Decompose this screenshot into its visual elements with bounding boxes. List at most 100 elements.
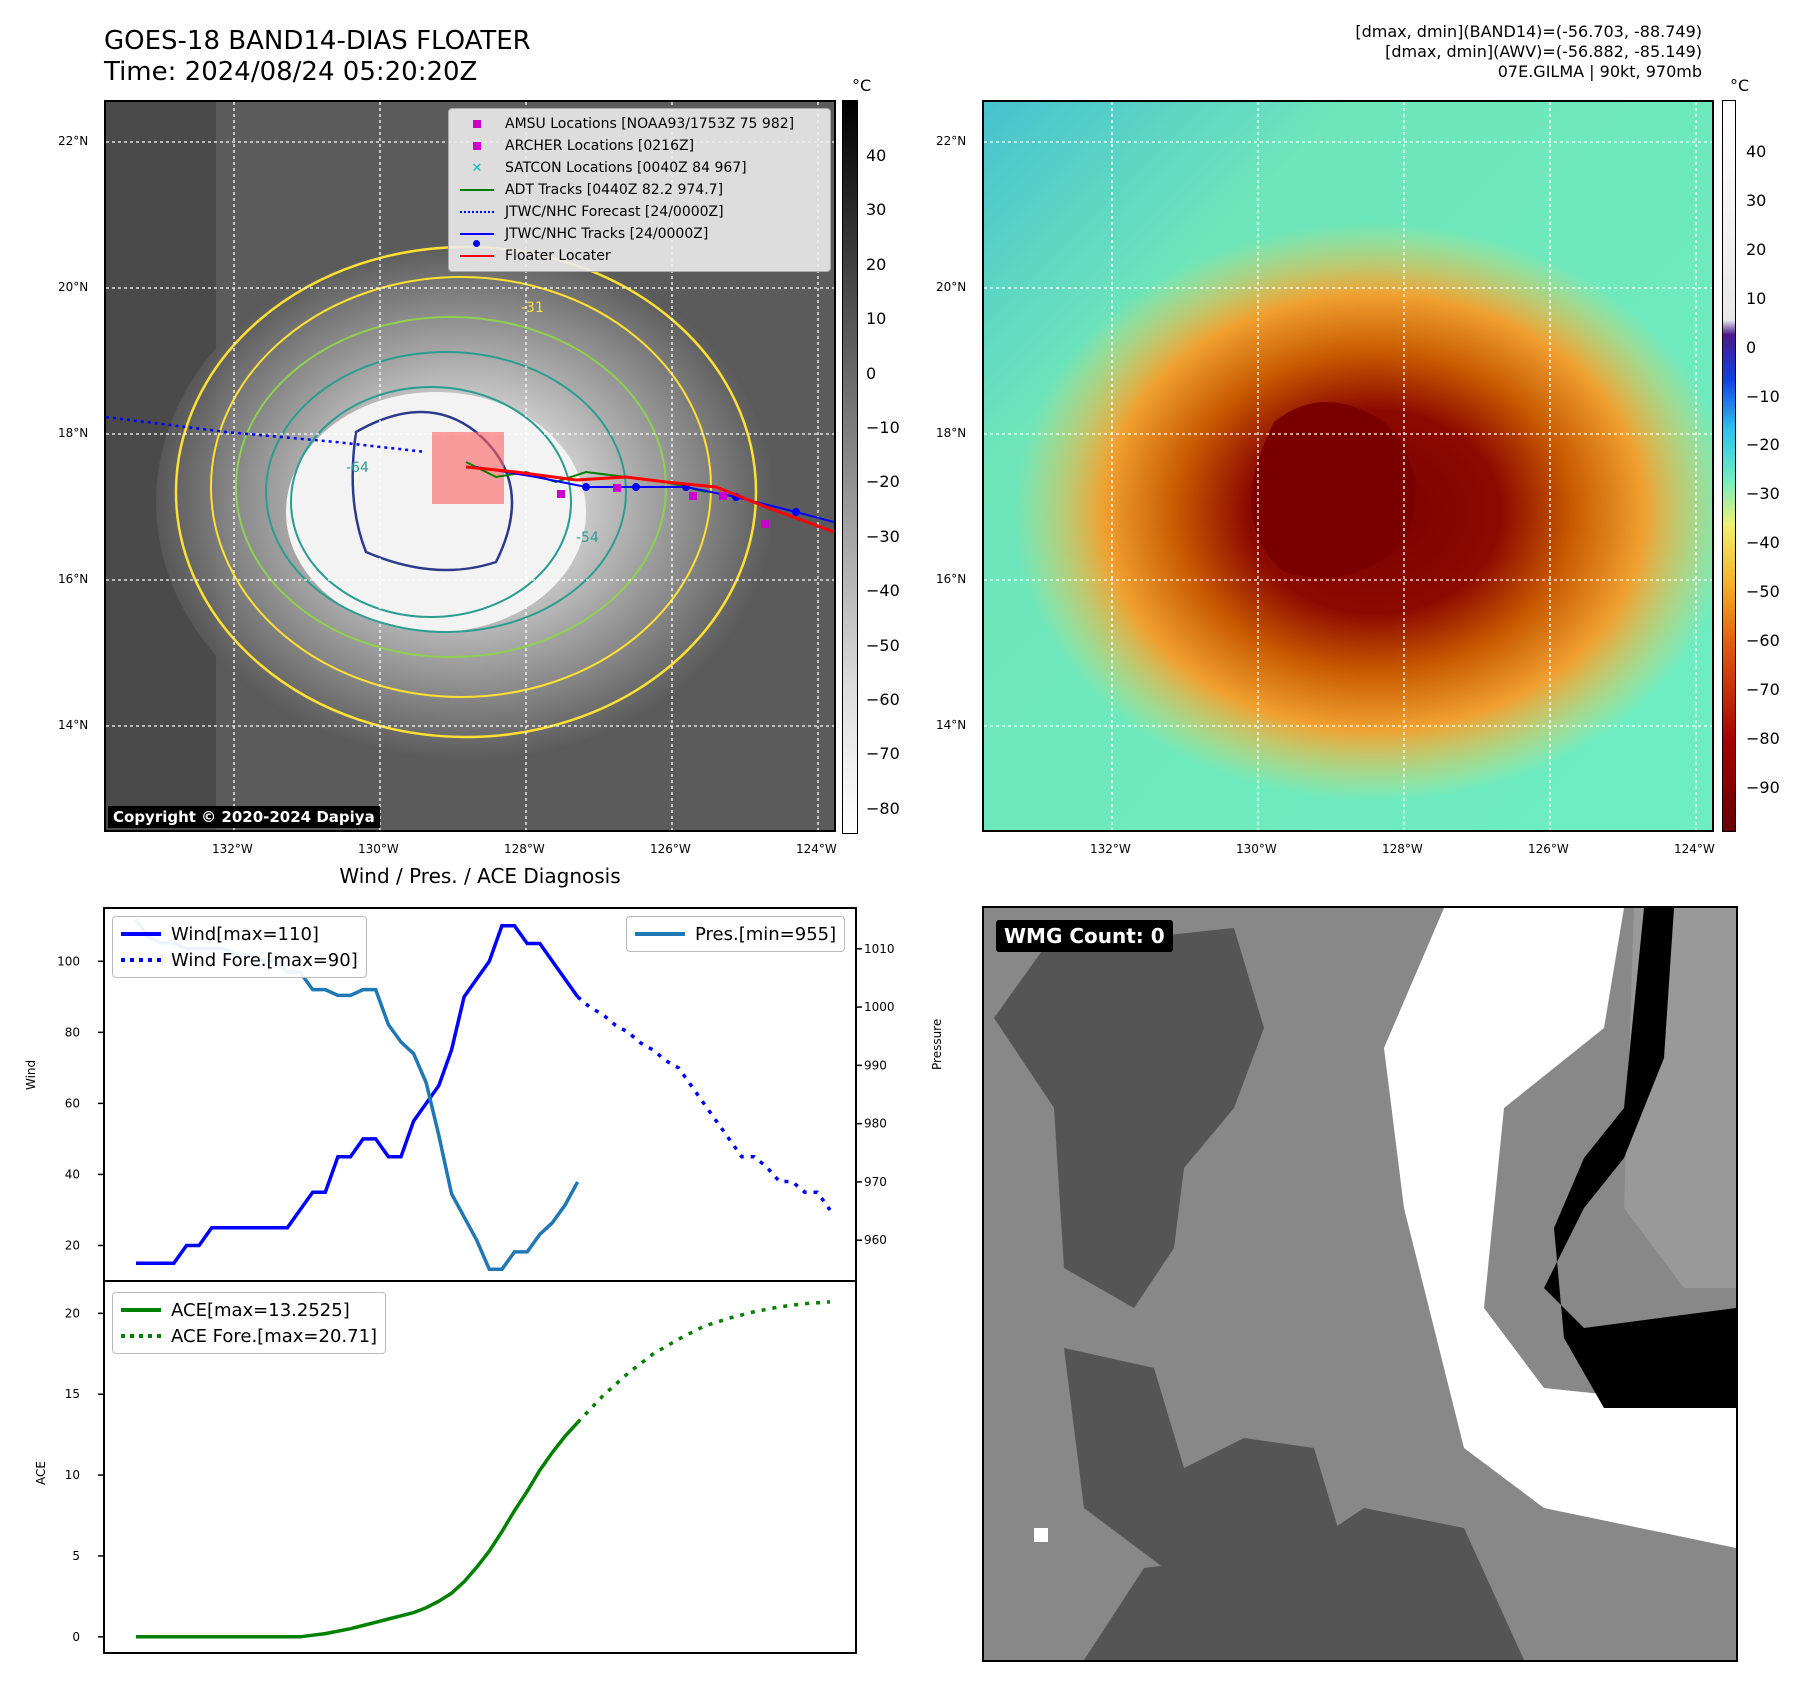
colorbar-tick-label: −30 [1746, 484, 1780, 504]
ace-forecast-line [576, 1300, 831, 1424]
ir-map-panel: -31 -64 -54 AMSU Locations [NOAA93/1753Z… [104, 100, 836, 832]
info-line-3: 07E.GILMA | 90kt, 970mb [1497, 62, 1702, 81]
map-legend: AMSU Locations [NOAA93/1753Z 75 982] ARC… [448, 108, 831, 272]
axis-tick-label: 1010 [864, 942, 895, 956]
colorbar-tick-label: −30 [866, 526, 900, 546]
axis-tick-label: 15 [65, 1387, 80, 1401]
square-marker-icon [457, 142, 497, 150]
colorbar-tick-label: −70 [866, 744, 900, 764]
legend-label: JTWC/NHC Forecast [24/0000Z] [505, 204, 724, 220]
colorbar-tick-label: −50 [866, 635, 900, 655]
pressure-axis-label: Pressure [930, 1018, 944, 1070]
axis-tick-label: 40 [65, 1167, 80, 1181]
legend-label: ARCHER Locations [0216Z] [505, 138, 695, 154]
axis-tick-label: 10 [65, 1468, 80, 1482]
wind-series-line [136, 924, 580, 1265]
colorbar-tick-label: −70 [1746, 679, 1780, 699]
lon-label: 124°W [1674, 842, 1715, 856]
title-line-2: Time: 2024/08/24 05:20:20Z [104, 57, 478, 87]
legend-row: AMSU Locations [NOAA93/1753Z 75 982] [457, 113, 822, 135]
legend-row: Pres.[min=955] [635, 921, 836, 947]
colorbar-unit: °C [852, 76, 872, 95]
wind-legend: Wind[max=110] Wind Fore.[max=90] [112, 916, 367, 978]
axis-tick-label: 1000 [864, 1000, 895, 1014]
lon-label: 130°W [358, 842, 399, 856]
legend-label: JTWC/NHC Tracks [24/0000Z] [505, 226, 709, 242]
axis-tick-label: 970 [864, 1175, 887, 1189]
colorbar-tick-label: −40 [1746, 533, 1780, 553]
lat-label: 14°N [58, 718, 89, 732]
dotted-line-icon [121, 1334, 161, 1338]
lat-label: 16°N [58, 572, 89, 586]
axis-tick-label: 80 [65, 1025, 80, 1039]
diag-title: Wind / Pres. / ACE Diagnosis [339, 864, 621, 888]
colorbar-tick-label: −50 [1746, 582, 1780, 602]
colorbar-unit: °C [1730, 76, 1750, 95]
ace-axis-label: ACE [34, 1461, 48, 1485]
dotted-line-icon [457, 211, 497, 213]
legend-row: ACE[max=13.2525] [121, 1297, 377, 1323]
colorbar-tick-label: −80 [1746, 728, 1780, 748]
dotted-line-icon [121, 958, 161, 962]
colorbar-tick-label: 40 [866, 146, 887, 165]
colorbar-tick-label: 0 [1746, 337, 1757, 357]
lon-label: 128°W [1382, 842, 1423, 856]
legend-label: SATCON Locations [0040Z 84 967] [505, 160, 747, 176]
lon-label: 126°W [650, 842, 691, 856]
colorbar-tick-label: −20 [866, 472, 900, 492]
axis-tick-label: 5 [72, 1549, 80, 1563]
legend-row: ADT Tracks [0440Z 82.2 974.7] [457, 179, 822, 201]
legend-label: ACE[max=13.2525] [171, 1299, 350, 1321]
dias-map-panel [982, 100, 1714, 832]
colorbar-tick-label: −10 [1746, 386, 1780, 406]
lat-label: 18°N [936, 426, 967, 440]
axis-tick-label: 990 [864, 1058, 887, 1072]
lat-label: 22°N [936, 134, 967, 148]
solid-line-icon [121, 932, 161, 936]
legend-label: ACE Fore.[max=20.71] [171, 1325, 378, 1347]
colorbar-tick-label: 10 [1746, 288, 1767, 308]
colorbar-tick-label: −80 [866, 798, 900, 818]
axis-tick-label: 960 [864, 1233, 887, 1247]
title-line-1: GOES-18 BAND14-DIAS FLOATER [104, 26, 531, 56]
wmg-panel: WMG Count: 0 [982, 906, 1738, 1662]
dias-map-image [984, 102, 1712, 830]
legend-label: Floater Locater [505, 248, 611, 264]
lat-label: 20°N [936, 280, 967, 294]
legend-label: Pres.[min=955] [695, 923, 837, 945]
lon-label: 126°W [1528, 842, 1569, 856]
colorbar-tick-label: −60 [866, 690, 900, 709]
colorbar-tick-label: −10 [866, 418, 900, 437]
axis-tick-label: 20 [65, 1238, 80, 1252]
contour-label: -31 [521, 300, 544, 316]
colorbar-tick-label: 10 [866, 309, 887, 329]
axis-tick-label: 980 [864, 1117, 887, 1131]
lon-label: 124°W [796, 842, 837, 856]
colorbar-tick-label: 30 [1746, 190, 1767, 210]
contour-label: -64 [346, 460, 369, 476]
lat-label: 22°N [58, 134, 89, 148]
colorbar-tick-label: 40 [1746, 142, 1767, 161]
solid-line-icon [457, 189, 497, 191]
wind-axis-label: Wind [24, 1059, 38, 1090]
wmg-image [984, 908, 1736, 1660]
lat-label: 16°N [936, 572, 967, 586]
lat-label: 20°N [58, 280, 89, 294]
wmg-count-badge: WMG Count: 0 [996, 920, 1173, 952]
ir-colorbar [842, 100, 858, 834]
colorbar-tick-label: −20 [1746, 435, 1780, 455]
colorbar-tick-label: 0 [866, 363, 877, 383]
lat-label: 14°N [936, 718, 967, 732]
axis-tick-label: 100 [57, 954, 80, 968]
legend-row: Wind[max=110] [121, 921, 358, 947]
solid-line-icon [635, 932, 685, 936]
axis-tick-label: 20 [65, 1306, 80, 1320]
info-line-1: [dmax, dmin](BAND14)=(-56.703, -88.749) [1355, 22, 1702, 41]
colorbar-tick-label: 20 [866, 254, 887, 274]
square-marker-icon [457, 120, 497, 128]
legend-label: Wind Fore.[max=90] [171, 949, 358, 971]
axis-tick-label: 60 [65, 1096, 80, 1110]
solid-line-icon [457, 255, 497, 257]
info-line-2: [dmax, dmin](AWV)=(-56.882, -85.149) [1385, 42, 1702, 61]
legend-row: ARCHER Locations [0216Z] [457, 135, 822, 157]
